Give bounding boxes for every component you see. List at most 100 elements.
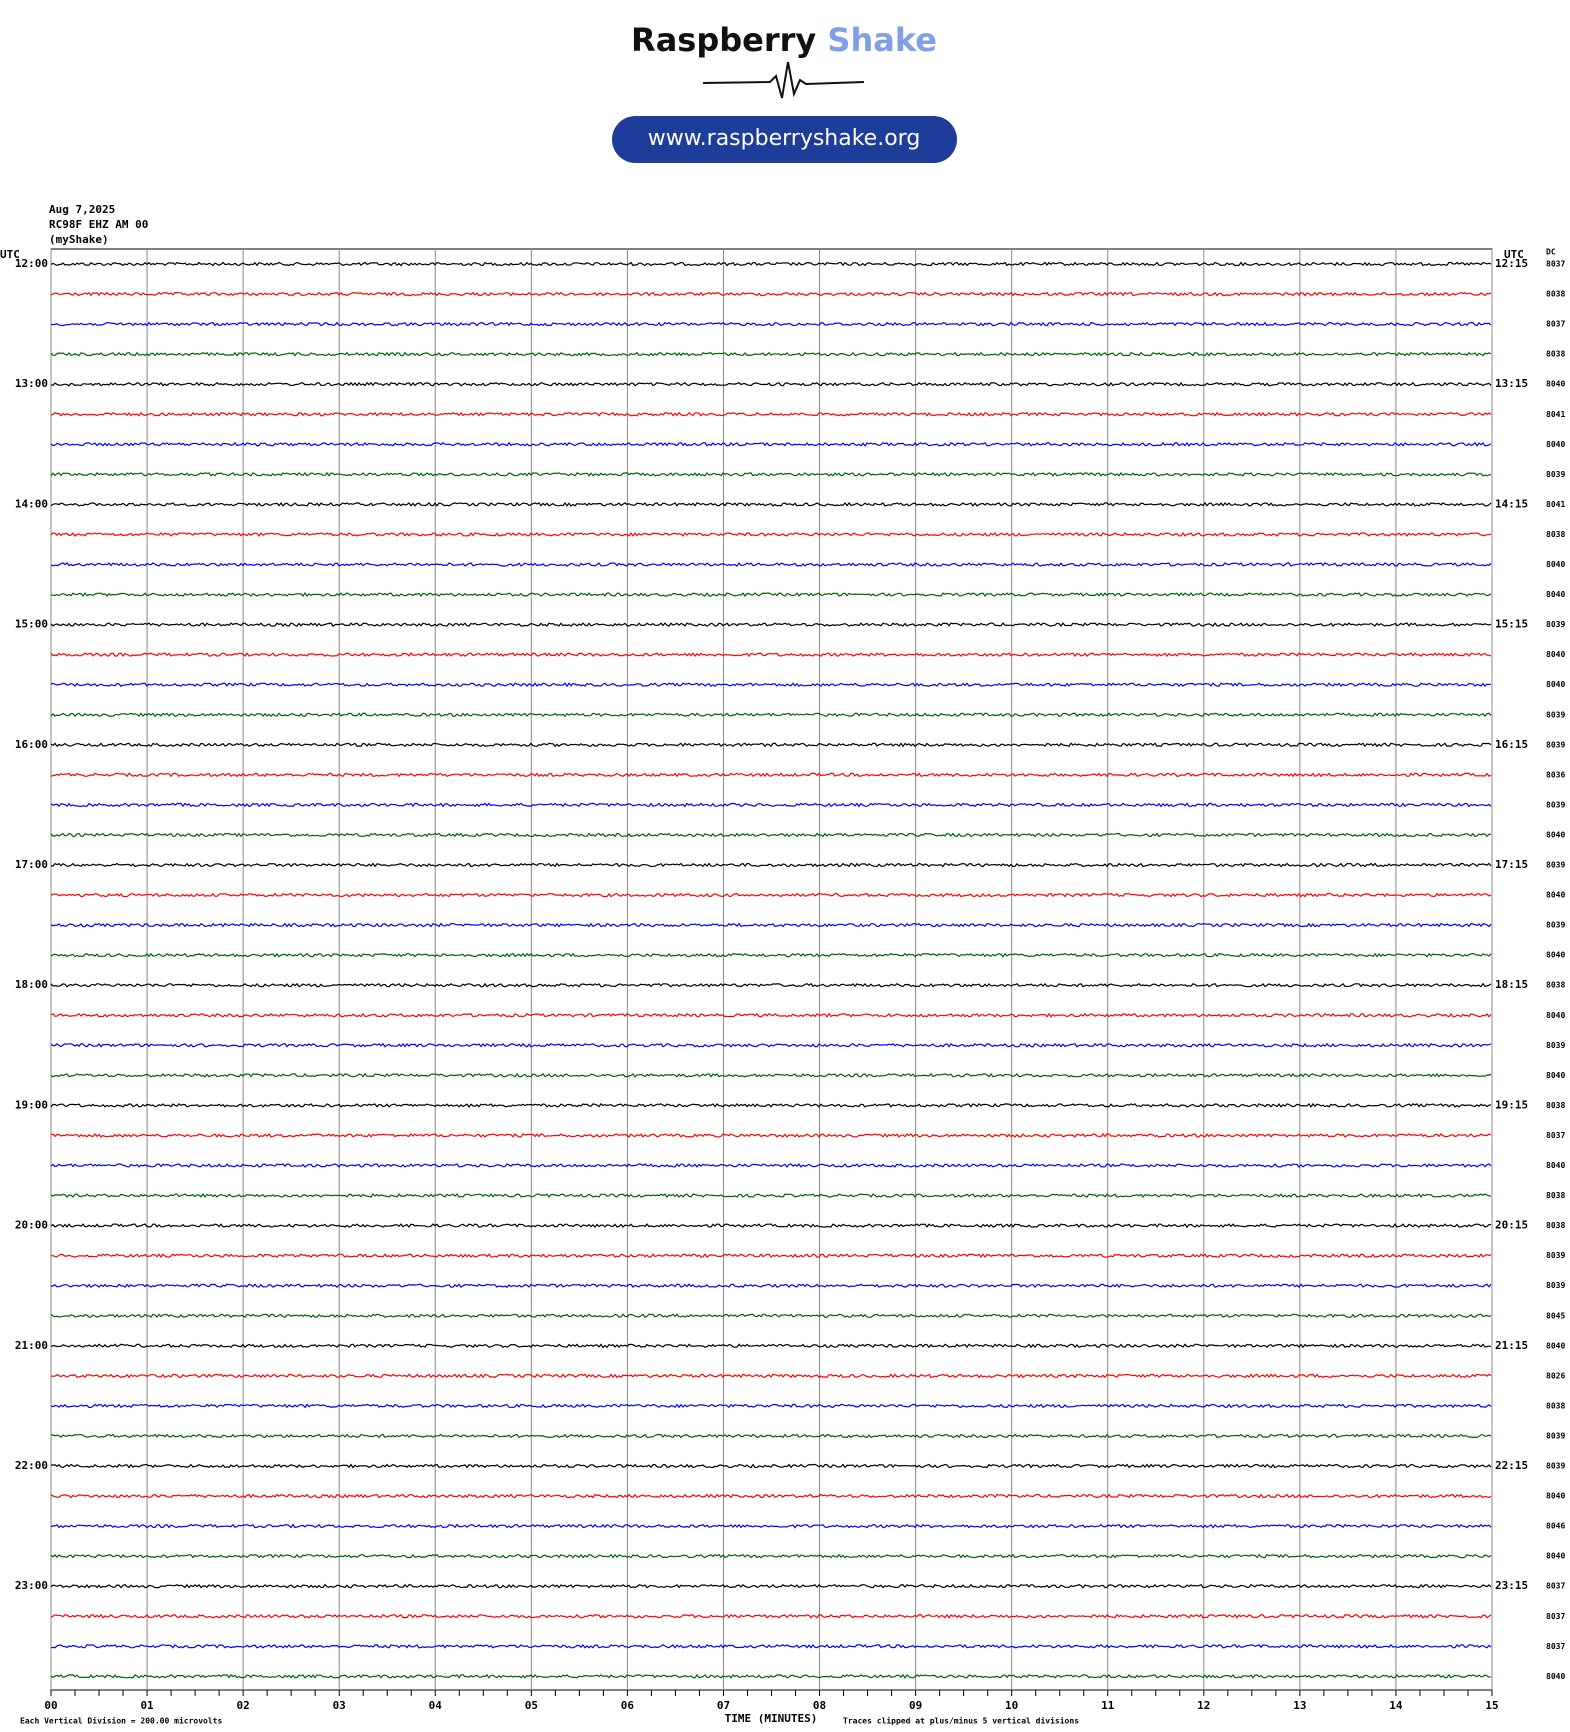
x-tick-label: 06 xyxy=(621,1699,635,1712)
dc-value: 8040 xyxy=(1546,650,1565,659)
dc-value: 8041 xyxy=(1546,410,1565,419)
station: RC98F EHZ AM 00 xyxy=(49,218,148,231)
row-label-left: 12:00 xyxy=(15,257,48,270)
trace xyxy=(51,1253,1492,1259)
dc-value: 8038 xyxy=(1546,1191,1565,1200)
row-label-right: 19:15 xyxy=(1495,1098,1528,1111)
row-label-left: 13:00 xyxy=(15,377,48,390)
trace xyxy=(50,892,1492,898)
source: (myShake) xyxy=(49,233,109,246)
footer-right: Traces clipped at plus/minus 5 vertical … xyxy=(843,1716,1079,1726)
dc-value: 8037 xyxy=(1546,1582,1565,1591)
dc-value: 8039 xyxy=(1546,1041,1565,1050)
trace xyxy=(50,1403,1492,1409)
dc-value: 8045 xyxy=(1546,1311,1565,1320)
trace xyxy=(50,441,1492,447)
trace xyxy=(50,1072,1492,1078)
dc-value: 8040 xyxy=(1546,440,1565,449)
trace xyxy=(50,1343,1492,1349)
date: Aug 7,2025 xyxy=(49,203,115,216)
dc-value: 8039 xyxy=(1546,800,1565,809)
trace xyxy=(50,471,1492,477)
dc-value: 8026 xyxy=(1546,1371,1565,1380)
trace xyxy=(50,1373,1492,1379)
right-axis-label: UTC xyxy=(1504,248,1524,261)
trace xyxy=(50,291,1492,297)
dc-value: 8040 xyxy=(1546,1672,1565,1681)
row-label-right: 12:15 xyxy=(1495,257,1528,270)
trace xyxy=(50,832,1492,838)
trace xyxy=(50,1583,1492,1589)
x-tick-label: 11 xyxy=(1101,1699,1115,1712)
trace xyxy=(50,1643,1492,1649)
dc-value: 8037 xyxy=(1546,1642,1565,1651)
x-tick-label: 03 xyxy=(333,1699,346,1712)
x-tick-label: 08 xyxy=(813,1699,826,1712)
trace xyxy=(50,411,1492,417)
row-label-left: 23:00 xyxy=(15,1579,48,1592)
trace xyxy=(50,1163,1492,1168)
dc-value: 8036 xyxy=(1546,770,1565,779)
dc-value: 8039 xyxy=(1546,861,1565,870)
dc-value: 8040 xyxy=(1546,830,1565,839)
x-tick-label: 15 xyxy=(1485,1699,1498,1712)
brand-accent: Shake xyxy=(827,21,937,59)
dc-value: 8040 xyxy=(1546,1552,1565,1561)
trace xyxy=(50,682,1492,688)
trace xyxy=(50,772,1492,778)
row-label-right: 15:15 xyxy=(1495,618,1528,631)
dc-value: 8039 xyxy=(1546,1251,1565,1260)
dc-value: 8040 xyxy=(1546,1071,1565,1080)
trace xyxy=(50,351,1492,357)
logo: Raspberry Shake www.raspberryshake.org xyxy=(612,21,957,163)
row-label-right: 14:15 xyxy=(1495,497,1528,510)
dc-value: 8038 xyxy=(1546,981,1565,990)
trace xyxy=(50,1493,1492,1499)
dc-value: 8037 xyxy=(1546,1612,1565,1621)
x-tick-label: 14 xyxy=(1389,1699,1403,1712)
dc-value: 8038 xyxy=(1546,1401,1565,1410)
trace xyxy=(50,712,1492,718)
x-tick-label: 07 xyxy=(717,1699,730,1712)
url[interactable]: www.raspberryshake.org xyxy=(648,126,921,151)
dc-value: 8040 xyxy=(1546,1492,1565,1501)
dc-value: 8040 xyxy=(1546,951,1565,960)
row-label-left: 19:00 xyxy=(15,1098,48,1111)
dc-value: 8038 xyxy=(1546,1101,1565,1110)
dc-value: 8038 xyxy=(1546,1221,1565,1230)
row-label-right: 21:15 xyxy=(1495,1339,1528,1352)
dc-value: 8039 xyxy=(1546,710,1565,719)
trace xyxy=(50,1283,1492,1289)
left-axis-label: UTC xyxy=(0,248,20,261)
dc-value: 8039 xyxy=(1546,1281,1565,1290)
plot-frame xyxy=(50,248,1493,1691)
dc-value: 8041 xyxy=(1546,500,1565,509)
trace xyxy=(50,922,1492,928)
dc-value: 8039 xyxy=(1546,470,1565,479)
dc-value: 8040 xyxy=(1546,380,1565,389)
trace xyxy=(50,652,1492,658)
x-tick-label: 12 xyxy=(1197,1699,1210,1712)
dc-value: 8039 xyxy=(1546,1431,1565,1440)
trace xyxy=(50,1193,1492,1199)
row-label-left: 22:00 xyxy=(15,1459,48,1472)
row-label-left: 20:00 xyxy=(15,1219,48,1232)
dc-value: 8040 xyxy=(1546,680,1565,689)
dc-value: 8038 xyxy=(1546,350,1565,359)
x-tick-label: 04 xyxy=(429,1699,443,1712)
trace xyxy=(50,1133,1492,1138)
trace xyxy=(50,1223,1492,1229)
logo-wave xyxy=(702,61,865,99)
url-pill[interactable] xyxy=(612,116,957,163)
trace xyxy=(50,1553,1492,1559)
trace xyxy=(50,1673,1492,1679)
row-label-right: 20:15 xyxy=(1495,1219,1528,1232)
x-tick-label: 05 xyxy=(525,1699,538,1712)
dc-value: 8037 xyxy=(1546,260,1565,269)
dc-value: 8040 xyxy=(1546,891,1565,900)
dc-value: 8037 xyxy=(1546,320,1565,329)
trace xyxy=(50,952,1492,958)
row-label-right: 13:15 xyxy=(1495,377,1528,390)
row-label-left: 14:00 xyxy=(15,497,48,510)
trace xyxy=(50,501,1492,507)
